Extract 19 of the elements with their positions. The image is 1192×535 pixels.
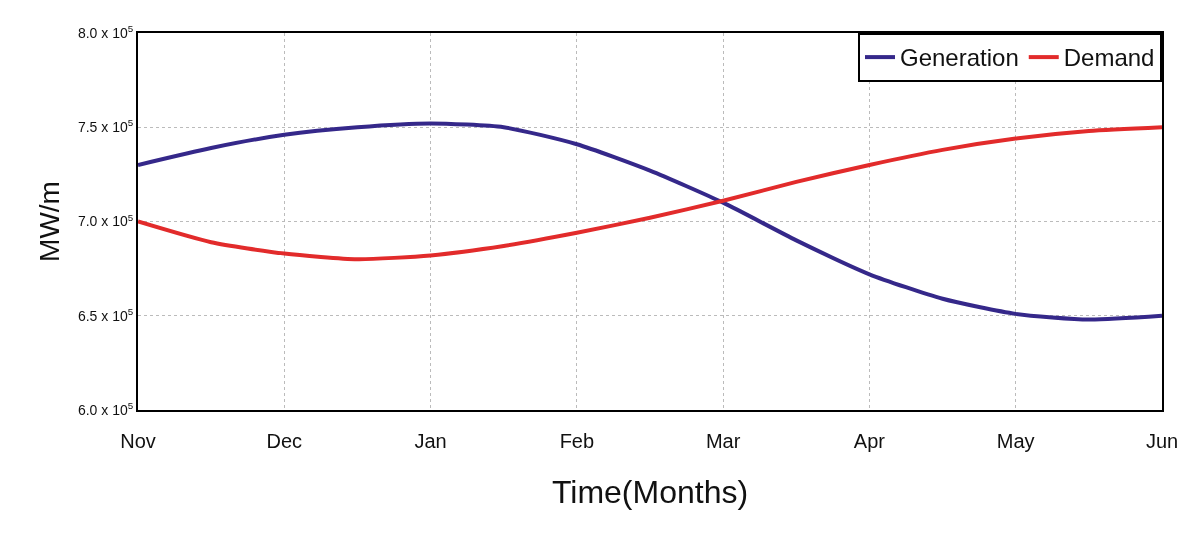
x-tick-label: May — [996, 430, 1035, 452]
x-tick-label: Mar — [705, 430, 741, 452]
x-tick-label: Apr — [853, 430, 886, 452]
x-tick-label: Feb — [559, 430, 595, 452]
x-tick-label: Nov — [120, 430, 156, 452]
y-tick-label: 8.0 x 10$^{5}$ — [77, 23, 134, 41]
legend-label: Demand — [1063, 44, 1155, 72]
legend-label: Generation — [900, 44, 1019, 72]
y-tick-label: 7.5 x 10$^{5}$ — [77, 117, 134, 136]
line-series — [138, 125, 1162, 262]
y-tick-label: 7.0 x 10$^{5}$ — [77, 211, 134, 230]
y-axis-title: MW/m — [34, 181, 66, 262]
y-tick-label: 6.5 x 10$^{5}$ — [77, 305, 134, 324]
x-axis-title: Time(Months) — [551, 474, 749, 511]
x-tick-label: Jun — [1145, 430, 1179, 452]
x-tick-label: Dec — [266, 430, 303, 452]
y-tick-label: 6.0 x 10$^{5}$ — [77, 400, 134, 418]
line-series — [138, 121, 1162, 322]
x-tick-label: Jan — [414, 430, 447, 452]
